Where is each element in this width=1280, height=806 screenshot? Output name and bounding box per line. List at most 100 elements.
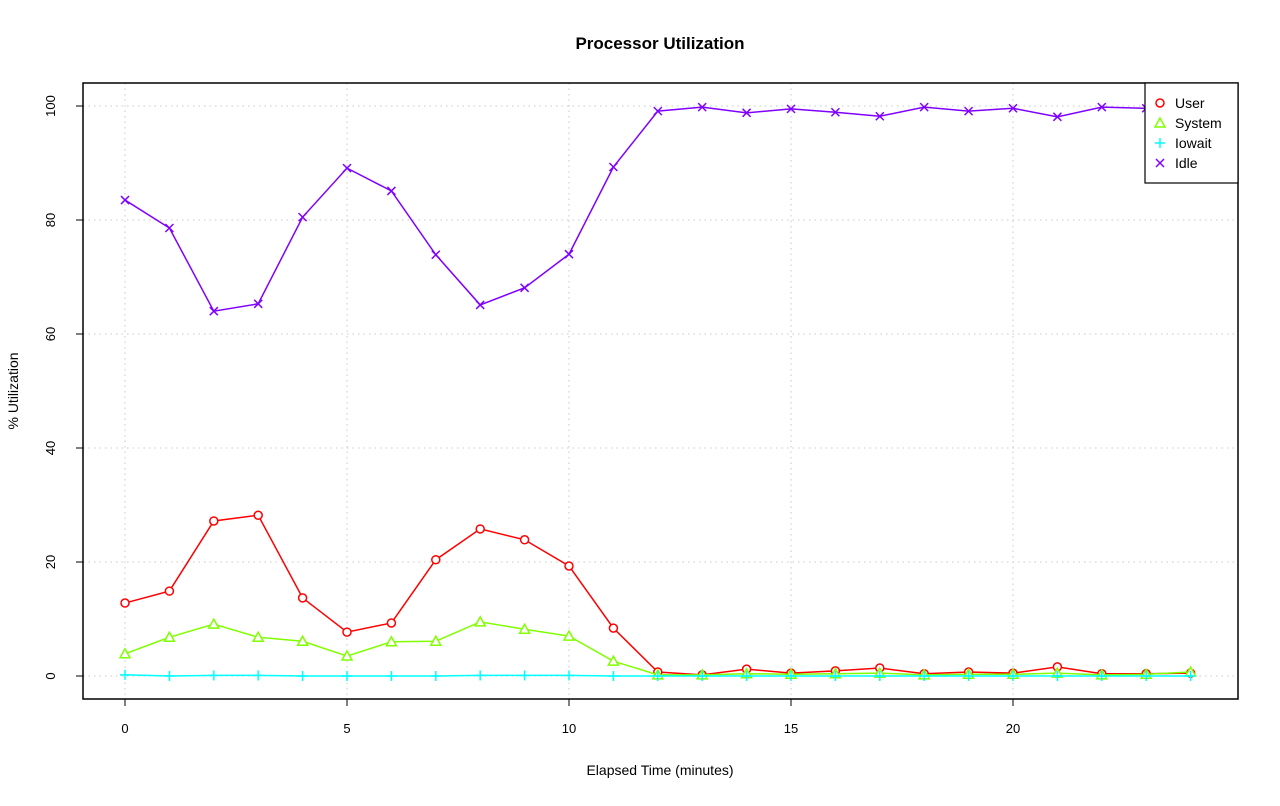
circle-marker <box>475 524 485 534</box>
data-point <box>963 671 974 681</box>
triangle-marker <box>207 617 221 629</box>
triangle-marker <box>473 615 487 627</box>
legend: User System Iowait Idle <box>1144 82 1239 184</box>
x-tick-label: 10 <box>562 721 576 736</box>
y-tick-label: 80 <box>43 213 58 227</box>
cross-marker-b <box>342 163 352 173</box>
x-tick-label: 15 <box>784 721 798 736</box>
circle-marker <box>519 535 530 545</box>
y-tick-label: 40 <box>43 441 58 455</box>
circle-marker <box>342 627 352 637</box>
data-point <box>741 671 752 681</box>
data-point <box>342 163 352 173</box>
data-point <box>475 300 485 310</box>
data-point <box>519 670 530 681</box>
data-point <box>830 107 840 117</box>
circle-marker <box>1155 98 1165 108</box>
legend-label: Iowait <box>1175 135 1212 151</box>
y-tick-label: 0 <box>43 672 58 679</box>
data-point <box>742 108 752 118</box>
cross-marker-b <box>653 106 663 116</box>
triangle-marker <box>251 630 265 642</box>
data-point <box>653 106 663 116</box>
data-point <box>652 671 663 681</box>
y-tick-label: 100 <box>43 95 58 117</box>
triangle-marker <box>118 647 132 659</box>
triangle-marker <box>385 635 398 647</box>
data-point <box>207 617 221 629</box>
data-point <box>919 102 929 112</box>
y-tick-label: 60 <box>43 327 58 341</box>
circle-marker <box>386 618 397 628</box>
data-point <box>874 671 885 681</box>
data-point <box>1097 102 1107 112</box>
data-point <box>786 104 796 114</box>
series-line <box>124 106 1191 313</box>
cross-marker-b <box>1155 158 1165 168</box>
triangle-marker <box>562 629 576 641</box>
data-point <box>251 630 265 642</box>
cross-marker-b <box>875 111 885 121</box>
circle-marker <box>564 561 574 571</box>
data-point <box>519 535 530 545</box>
data-point <box>340 649 354 661</box>
data-point <box>608 162 618 172</box>
data-point <box>209 306 219 316</box>
triangle-marker <box>340 649 354 661</box>
cross-marker-b <box>298 212 308 222</box>
data-point <box>297 671 308 681</box>
data-point <box>118 647 132 659</box>
data-point <box>697 102 707 112</box>
legend-marker <box>1155 138 1165 148</box>
data-point <box>430 671 441 681</box>
data-point <box>1052 112 1062 122</box>
data-point <box>431 250 441 260</box>
data-point <box>386 671 397 681</box>
data-point <box>830 671 841 681</box>
legend-label: User <box>1175 95 1205 111</box>
cross-marker-b <box>1097 102 1107 112</box>
cross-marker-b <box>209 306 219 316</box>
data-point <box>475 524 485 534</box>
legend-marker <box>1153 116 1167 128</box>
data-point <box>163 630 176 642</box>
cross-marker-b <box>964 106 974 116</box>
data-point <box>562 629 576 641</box>
data-point <box>875 111 885 121</box>
data-point <box>342 627 352 637</box>
triangle-marker <box>296 634 309 646</box>
cross-marker-b <box>830 107 840 117</box>
x-tick-label: 20 <box>1006 721 1020 736</box>
legend-label: Idle <box>1175 155 1198 171</box>
cross-marker-b <box>475 300 485 310</box>
data-point <box>607 654 620 666</box>
data-point <box>386 618 397 628</box>
cross-marker-b <box>786 104 796 114</box>
triangle-marker <box>163 630 176 642</box>
x-tick-label: 5 <box>343 721 350 736</box>
cross-marker-b <box>608 162 618 172</box>
triangle-marker <box>1153 116 1167 128</box>
data-point <box>608 623 619 633</box>
data-point <box>253 510 263 521</box>
x-tick-label: 0 <box>121 721 128 736</box>
data-point <box>1052 671 1063 681</box>
grid <box>83 83 1238 699</box>
series-line <box>124 621 1191 676</box>
data-point <box>342 671 352 681</box>
data-point <box>1141 671 1152 681</box>
cross-marker-b <box>120 195 130 205</box>
data-point <box>296 634 309 646</box>
data-point <box>164 223 174 233</box>
data-point <box>564 561 574 571</box>
data-point <box>1185 671 1196 681</box>
data-point <box>520 283 530 293</box>
cross-marker-b <box>742 108 752 118</box>
cross-marker-b <box>431 250 441 260</box>
cross-marker-b <box>564 249 574 259</box>
data-point <box>431 554 441 565</box>
cross-marker-b <box>697 102 707 112</box>
series-user <box>120 510 1196 680</box>
data-point <box>475 670 486 681</box>
